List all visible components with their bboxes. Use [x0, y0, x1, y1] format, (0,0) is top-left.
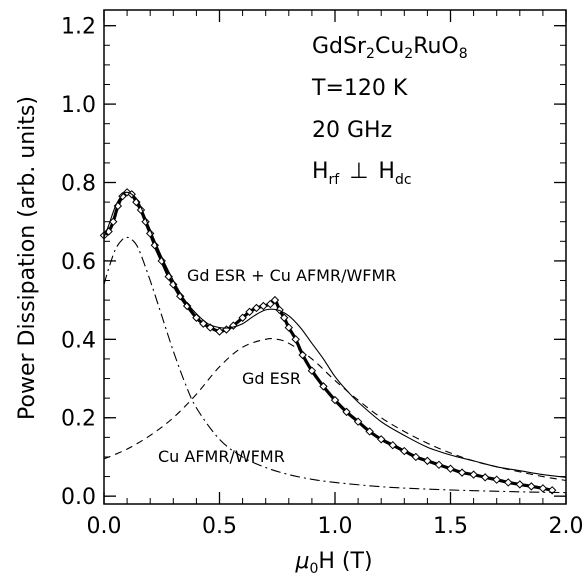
data-point — [284, 323, 294, 332]
y-tick-label: 0.0 — [61, 485, 96, 510]
data-point — [206, 323, 215, 332]
data-point — [298, 350, 307, 360]
x-tick-label: 2.0 — [549, 514, 584, 539]
data-point — [319, 382, 328, 391]
data-point — [457, 468, 467, 477]
data-point — [400, 446, 409, 456]
data-point — [238, 313, 247, 322]
data-point — [150, 241, 160, 250]
data-point — [411, 452, 421, 462]
data-point — [291, 335, 300, 344]
data-point — [504, 478, 513, 487]
data-point — [515, 480, 525, 489]
data-point — [376, 435, 386, 444]
data-trace — [103, 190, 553, 492]
data-point — [252, 303, 261, 313]
x-tick-label: 1.5 — [433, 514, 468, 539]
plot-frame — [103, 9, 567, 505]
data-point — [434, 460, 444, 470]
data-point — [275, 305, 284, 315]
data-point — [330, 395, 340, 405]
data-point — [469, 470, 478, 479]
data-point — [182, 301, 192, 311]
data-point — [245, 307, 254, 317]
y-tick-label: 1.0 — [61, 93, 96, 118]
y-tick-label: 0.2 — [61, 407, 96, 432]
x-axis-title-sub: 0 — [309, 561, 318, 577]
data-point — [353, 417, 363, 426]
data-point — [480, 473, 490, 482]
data-point — [279, 313, 289, 322]
info-geometry: Hrf ⊥ Hdc — [312, 159, 412, 188]
data-point — [538, 484, 548, 493]
data-point — [365, 427, 374, 436]
y-tick-label: 0.6 — [61, 250, 96, 275]
tick-labels: 0.0 0.5 1.0 1.5 2.0 0.0 0.2 0.4 0.6 0.8 1.0 1.2 — [61, 15, 584, 539]
annotation-fit-total: Gd ESR + Cu AFMR/WFMR — [187, 266, 396, 285]
y-tick-label: 1.2 — [61, 15, 96, 40]
x-axis-title: μ0H (T) — [294, 549, 372, 577]
x-axis-title-mu: μ — [294, 549, 309, 574]
data-point — [118, 192, 127, 201]
data-point — [342, 407, 351, 417]
data-point — [157, 256, 166, 266]
x-tick-label: 1.0 — [318, 514, 353, 539]
annotation-gd-esr: Gd ESR — [242, 369, 301, 388]
series-layer — [99, 188, 567, 495]
y-tick-label: 0.4 — [61, 328, 96, 353]
data-point — [307, 366, 317, 375]
info-frequency: 20 GHz — [312, 118, 392, 143]
series-gd-esr — [103, 338, 567, 482]
data-point — [266, 299, 275, 309]
info-temperature: T=120 K — [311, 76, 408, 101]
annotation-cu: Cu AFMR/WFMR — [158, 447, 285, 466]
y-tick-label: 0.8 — [61, 172, 96, 197]
data-point — [176, 291, 185, 301]
data-point — [423, 456, 432, 466]
data-point — [270, 295, 280, 305]
y-axis-title: Power Dissipation (arb. units) — [15, 96, 40, 420]
data-point — [259, 301, 268, 311]
data-point — [527, 482, 536, 491]
data-point — [215, 327, 224, 336]
data-point — [492, 475, 501, 484]
data-point — [388, 440, 397, 450]
data-point — [169, 280, 178, 289]
series-cu-afmr — [103, 236, 567, 494]
x-tick-label: 0.0 — [87, 514, 122, 539]
data-point — [547, 486, 557, 495]
x-axis-title-rest: H (T) — [318, 549, 372, 574]
series-fit-total — [103, 191, 567, 478]
x-tick-label: 0.5 — [202, 514, 237, 539]
data-point — [446, 464, 455, 473]
info-compound: GdSr2Cu2RuO8 — [312, 34, 468, 62]
